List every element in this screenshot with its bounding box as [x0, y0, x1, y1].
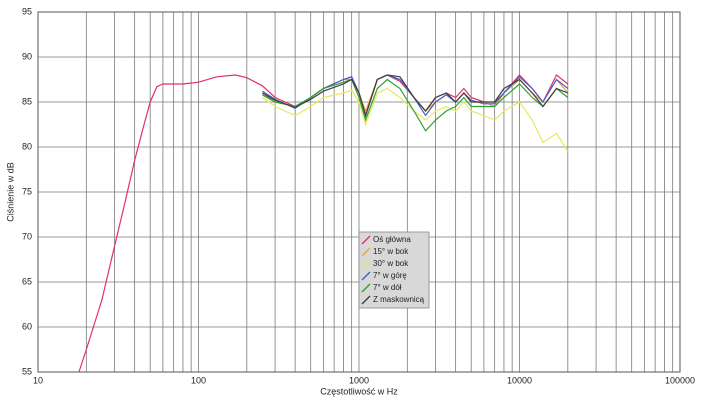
legend-label: 30° w bok — [373, 259, 409, 268]
y-tick-label: 95 — [22, 6, 32, 16]
legend-label: 15° w bok — [373, 247, 409, 256]
legend-swatch — [361, 247, 371, 257]
y-tick-label: 55 — [22, 366, 32, 376]
x-axis-label: Częstotliwość w Hz — [320, 386, 398, 396]
legend-label: 7° w dół — [373, 283, 402, 292]
legend-label: Oś główna — [373, 235, 411, 244]
series-line — [262, 87, 569, 152]
y-tick-label: 75 — [22, 186, 32, 196]
legend-swatch — [361, 259, 371, 269]
x-tick-label: 10 — [33, 375, 43, 385]
y-tick-label: 65 — [22, 276, 32, 286]
y-tick-label: 85 — [22, 96, 32, 106]
legend-label: 7° w górę — [373, 271, 407, 280]
y-axis-label: Ciśnienie w dB — [5, 162, 15, 222]
y-tick-label: 90 — [22, 51, 32, 61]
legend-swatch — [361, 283, 371, 293]
y-tick-label: 80 — [22, 141, 32, 151]
legend: Oś główna 15° w bok 30° w bok 7° w górę 7° w… — [358, 231, 430, 309]
legend-label: Z maskownicą — [373, 295, 425, 304]
x-tick-label: 100000 — [665, 375, 695, 385]
legend-swatch — [361, 295, 371, 305]
legend-swatch — [361, 271, 371, 281]
series-line — [262, 74, 569, 118]
y-tick-label: 60 — [22, 321, 32, 331]
plot-border — [37, 11, 681, 373]
legend-box — [358, 231, 430, 309]
series-line — [262, 78, 569, 132]
x-tick-label: 10000 — [507, 375, 532, 385]
x-tick-label: 1000 — [349, 375, 369, 385]
x-tick-label: 100 — [191, 375, 206, 385]
legend-swatch — [361, 235, 371, 245]
y-tick-label: 70 — [22, 231, 32, 241]
